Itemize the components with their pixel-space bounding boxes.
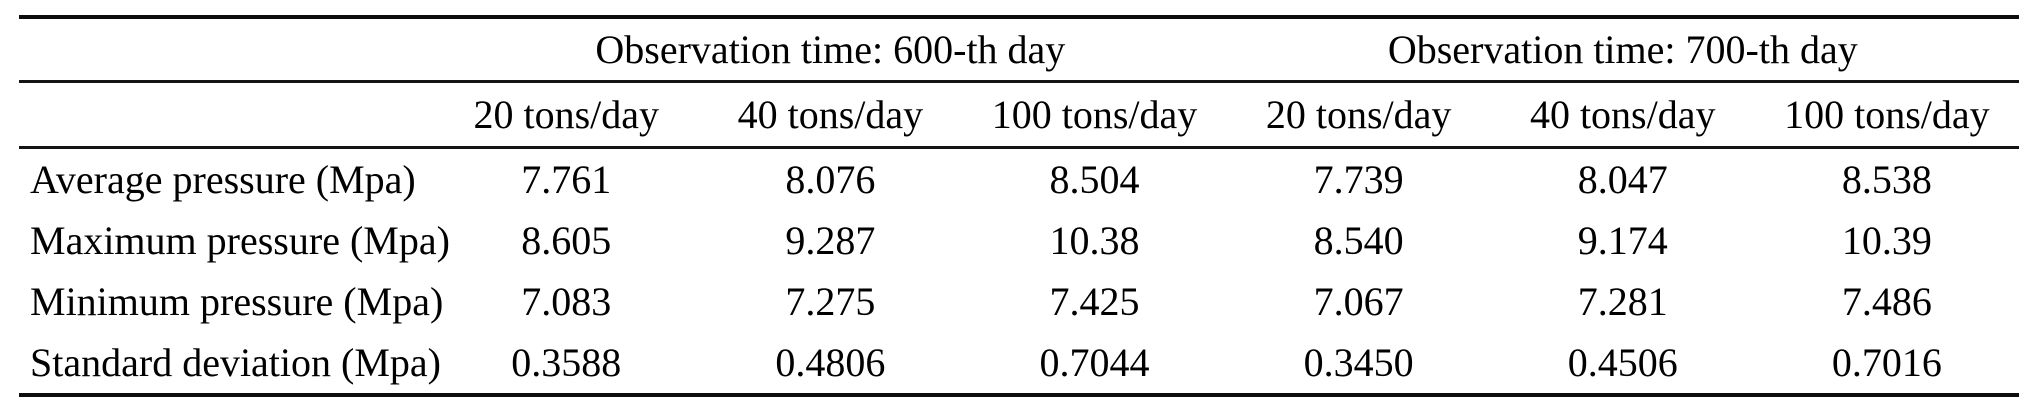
- row-label: Maximum pressure (Mpa): [30, 217, 450, 263]
- value-cell: 0.7016: [1831, 339, 1942, 385]
- value-cell: 7.275: [785, 278, 876, 324]
- value-cell: 7.425: [1049, 278, 1140, 324]
- value-cell: 8.047: [1577, 156, 1668, 202]
- value-cell: 8.538: [1841, 156, 1932, 202]
- value-cell: 8.076: [785, 156, 876, 202]
- value-cell: 0.3588: [511, 339, 622, 385]
- corner-empty-cell: [19, 81, 435, 149]
- row-label: Average pressure (Mpa): [30, 156, 416, 202]
- table-row-minimum-pressure: Minimum pressure (Mpa) 7.083 7.275 7.425…: [19, 271, 2019, 332]
- group-header-row: Observation time: 600-th day Observation…: [19, 17, 2019, 83]
- value-cell: 10.38: [1049, 217, 1140, 263]
- pressure-statistics-table: Observation time: 600-th day Observation…: [19, 15, 2019, 397]
- value-cell: 8.605: [521, 217, 612, 263]
- column-header-700-20tons: 20 tons/day: [1226, 81, 1491, 149]
- table-row-maximum-pressure: Maximum pressure (Mpa) 8.605 9.287 10.38…: [19, 210, 2019, 271]
- row-label: Minimum pressure (Mpa): [30, 278, 444, 324]
- row-label: Standard deviation (Mpa): [30, 339, 441, 385]
- value-cell: 0.3450: [1303, 339, 1414, 385]
- table-row-average-pressure: Average pressure (Mpa) 7.761 8.076 8.504…: [19, 148, 2019, 211]
- column-header-600-20tons: 20 tons/day: [434, 81, 699, 149]
- value-cell: 9.287: [785, 217, 876, 263]
- column-header-700-100tons: 100 tons/day: [1754, 81, 2019, 149]
- column-header-600-40tons: 40 tons/day: [698, 81, 963, 149]
- value-cell: 7.486: [1841, 278, 1932, 324]
- value-cell: 7.083: [521, 278, 612, 324]
- value-cell: 7.739: [1313, 156, 1404, 202]
- column-header-700-40tons: 40 tons/day: [1490, 81, 1755, 149]
- paper-table-region: Observation time: 600-th day Observation…: [19, 15, 2019, 397]
- value-cell: 7.761: [521, 156, 612, 202]
- column-header-row: 20 tons/day 40 tons/day 100 tons/day 20 …: [19, 81, 2019, 149]
- corner-empty-cell: [19, 17, 435, 83]
- group-header-700th-day: Observation time: 700-th day: [1226, 17, 2019, 83]
- value-cell: 0.4506: [1567, 339, 1678, 385]
- group-header-600th-day: Observation time: 600-th day: [434, 17, 1227, 83]
- value-cell: 8.540: [1313, 217, 1404, 263]
- column-header-600-100tons: 100 tons/day: [962, 81, 1227, 149]
- value-cell: 0.4806: [775, 339, 886, 385]
- value-cell: 8.504: [1049, 156, 1140, 202]
- value-cell: 7.281: [1577, 278, 1668, 324]
- value-cell: 9.174: [1577, 217, 1668, 263]
- value-cell: 7.067: [1313, 278, 1404, 324]
- value-cell: 0.7044: [1039, 339, 1150, 385]
- table-row-standard-deviation: Standard deviation (Mpa) 0.3588 0.4806 0…: [19, 332, 2019, 395]
- value-cell: 10.39: [1841, 217, 1932, 263]
